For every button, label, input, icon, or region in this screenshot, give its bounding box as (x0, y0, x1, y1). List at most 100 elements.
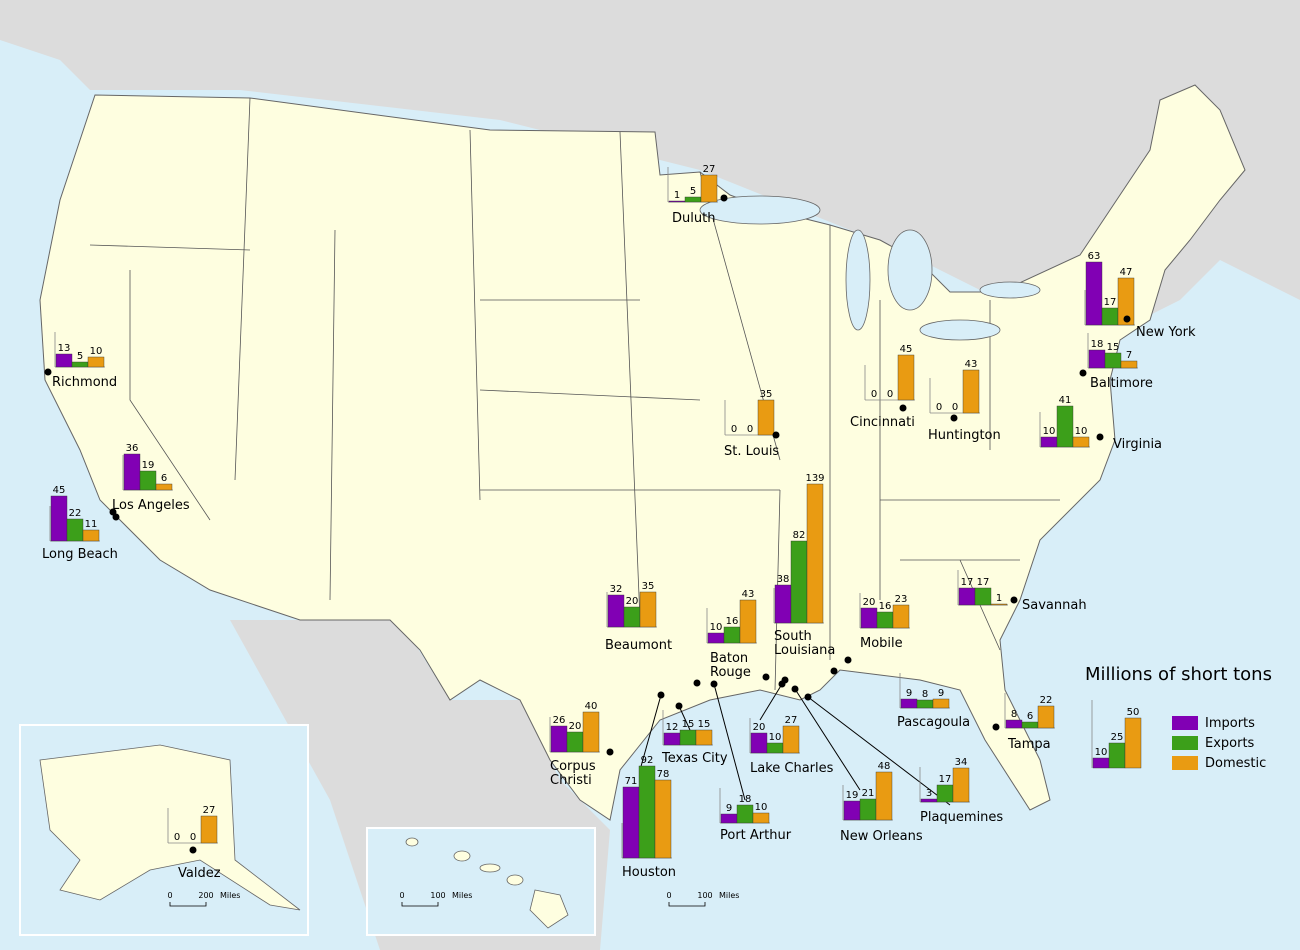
bar (860, 607, 878, 629)
bar (723, 626, 741, 644)
value-label: 0 (174, 832, 180, 843)
port-dot (791, 685, 799, 693)
port-label-line: Louisiana (774, 643, 835, 658)
value-label: 0 (731, 424, 737, 435)
value-label: 19 (142, 460, 155, 471)
value-label: 15 (682, 719, 695, 730)
port-label: New York (1136, 325, 1196, 340)
value-label: 139 (805, 473, 824, 484)
value-label: 3 (926, 788, 932, 799)
bar (736, 804, 754, 824)
port-label: Lake Charles (750, 761, 834, 776)
value-label: 63 (1088, 251, 1101, 262)
scale-bar (169, 902, 207, 907)
value-label: 22 (1040, 695, 1053, 706)
scale-bar (401, 902, 439, 907)
scale-unit: Miles (719, 891, 739, 900)
port-dot (992, 723, 1000, 731)
value-label: 20 (626, 596, 639, 607)
bar (695, 729, 713, 746)
bar (875, 771, 893, 821)
port-dot (1079, 369, 1087, 377)
port-label: Plaquemines (920, 810, 1003, 825)
bar (623, 606, 641, 628)
value-label: 20 (569, 721, 582, 732)
value-label: 12 (666, 722, 679, 733)
port-dot (657, 691, 665, 699)
port-dot (844, 656, 852, 664)
bar (859, 798, 877, 821)
port-label: Valdez (178, 866, 221, 881)
value-label: 5 (690, 186, 696, 197)
scale-unit: Miles (220, 891, 240, 900)
bar (1120, 360, 1138, 369)
port-label: Huntington (928, 428, 1001, 443)
bar (1104, 352, 1122, 369)
bar (782, 725, 800, 754)
bar (139, 470, 157, 491)
bar (952, 767, 970, 803)
value-label: 35 (642, 581, 655, 592)
bar (622, 786, 640, 859)
scale-bars: 0 200 Miles 0 100 Miles 0 100 Miles (167, 891, 739, 907)
value-label: 71 (625, 776, 638, 787)
value-label: 32 (610, 584, 623, 595)
value-label: 5 (77, 351, 83, 362)
value-label: 10 (1075, 426, 1088, 437)
hawaii (405, 837, 569, 929)
port-label: Long Beach (42, 547, 118, 562)
port-dot (710, 680, 718, 688)
bar (200, 815, 218, 844)
bar (974, 587, 992, 606)
port: 19 21 48 New Orleans (791, 685, 923, 844)
bar (700, 174, 718, 203)
bar (843, 800, 861, 821)
value-label: 8 (922, 689, 928, 700)
port-label: Savannah (1022, 598, 1087, 613)
port-label: New Orleans (840, 829, 923, 844)
canada (0, 0, 1300, 330)
port-dot (762, 673, 770, 681)
port: 10 41 10 Virginia (1039, 395, 1162, 452)
port-dot (778, 680, 786, 688)
port-dot (44, 368, 52, 376)
port-label: Houston (622, 865, 676, 880)
value-label: 45 (53, 485, 66, 496)
scale-label: 0 (167, 891, 172, 900)
value-label: 17 (1104, 297, 1117, 308)
value-label: 18 (739, 794, 752, 805)
leader-line (794, 688, 861, 791)
value-label: 0 (871, 389, 877, 400)
legend-sample-label: 50 (1127, 707, 1140, 718)
value-label: 8 (1011, 709, 1017, 720)
port: 9 8 9 Pascagoula (830, 667, 970, 730)
bar (71, 361, 89, 368)
leader-line (678, 705, 691, 731)
value-label: 0 (747, 424, 753, 435)
port-dot (693, 679, 701, 687)
value-label: 9 (726, 803, 732, 814)
value-label: 82 (793, 530, 806, 541)
port-dot (675, 702, 683, 710)
value-label: 9 (938, 688, 944, 699)
value-label: 43 (742, 589, 755, 600)
value-label: 7 (1126, 350, 1132, 361)
value-label: 20 (753, 722, 766, 733)
value-label: 10 (710, 622, 723, 633)
leader-line (759, 683, 783, 721)
legend-sample-bar (1124, 717, 1142, 769)
port: 0 0 35 St. Louis (724, 389, 780, 459)
port: 8 6 22 Tampa (992, 693, 1055, 752)
port-label-line: Baton (710, 651, 748, 666)
legend-swatch (1172, 736, 1198, 750)
